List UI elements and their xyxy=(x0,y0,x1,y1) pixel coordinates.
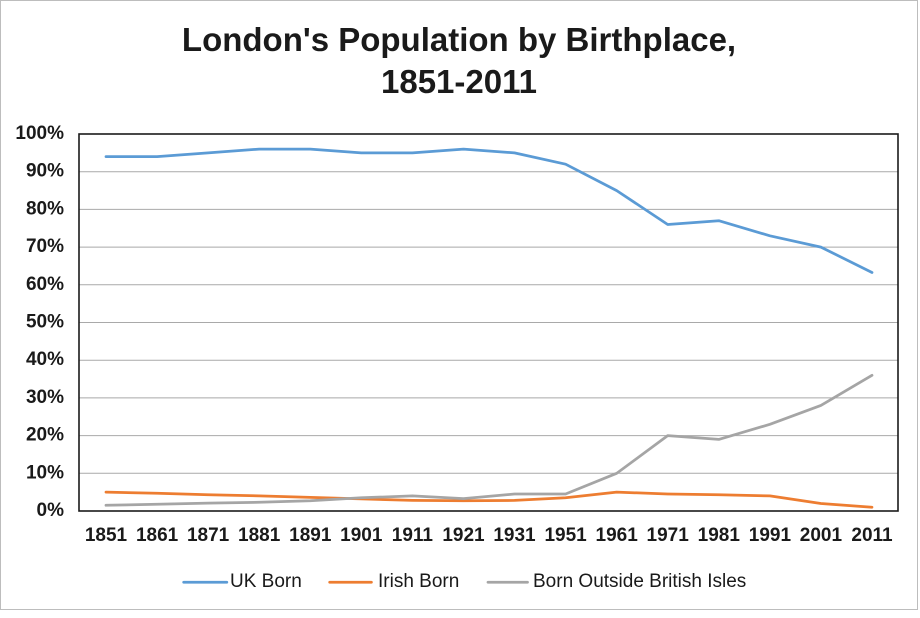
svg-text:0%: 0% xyxy=(37,500,65,521)
svg-text:20%: 20% xyxy=(26,425,64,446)
svg-text:1891: 1891 xyxy=(289,525,332,546)
svg-text:90%: 90% xyxy=(26,161,64,182)
svg-text:80%: 80% xyxy=(26,198,64,219)
svg-text:30%: 30% xyxy=(26,387,64,408)
svg-text:1971: 1971 xyxy=(647,525,690,546)
svg-text:1961: 1961 xyxy=(596,525,639,546)
svg-text:2001: 2001 xyxy=(800,525,843,546)
svg-text:1911: 1911 xyxy=(392,525,434,546)
svg-text:1921: 1921 xyxy=(442,525,485,546)
svg-text:70%: 70% xyxy=(26,236,64,257)
svg-text:50%: 50% xyxy=(26,312,64,333)
svg-text:1861: 1861 xyxy=(136,525,179,546)
svg-text:1951: 1951 xyxy=(544,525,587,546)
svg-text:2011: 2011 xyxy=(851,525,893,546)
svg-text:10%: 10% xyxy=(26,462,64,483)
svg-text:Born Outside British Isles: Born Outside British Isles xyxy=(533,571,746,592)
svg-text:Irish Born: Irish Born xyxy=(378,571,459,592)
svg-text:1851: 1851 xyxy=(85,525,128,546)
svg-text:1931: 1931 xyxy=(493,525,536,546)
svg-text:UK Born: UK Born xyxy=(230,571,302,592)
svg-text:100%: 100% xyxy=(15,123,64,144)
svg-text:1981: 1981 xyxy=(698,525,741,546)
svg-text:40%: 40% xyxy=(26,349,64,370)
svg-text:1871: 1871 xyxy=(187,525,230,546)
svg-text:1881: 1881 xyxy=(238,525,281,546)
svg-text:1991: 1991 xyxy=(749,525,792,546)
svg-text:60%: 60% xyxy=(26,274,64,295)
svg-text:1901: 1901 xyxy=(340,525,383,546)
